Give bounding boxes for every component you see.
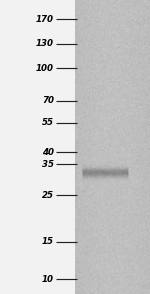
- Text: 35: 35: [42, 160, 54, 169]
- Bar: [0, 0, 75, 294]
- Text: 70: 70: [42, 96, 54, 105]
- Text: 130: 130: [36, 39, 54, 49]
- Text: 10: 10: [42, 275, 54, 284]
- Text: 100: 100: [36, 64, 54, 73]
- Text: 40: 40: [42, 148, 54, 156]
- Text: 25: 25: [42, 191, 54, 200]
- Text: 55: 55: [42, 118, 54, 127]
- Text: 170: 170: [36, 15, 54, 24]
- Text: 15: 15: [42, 238, 54, 246]
